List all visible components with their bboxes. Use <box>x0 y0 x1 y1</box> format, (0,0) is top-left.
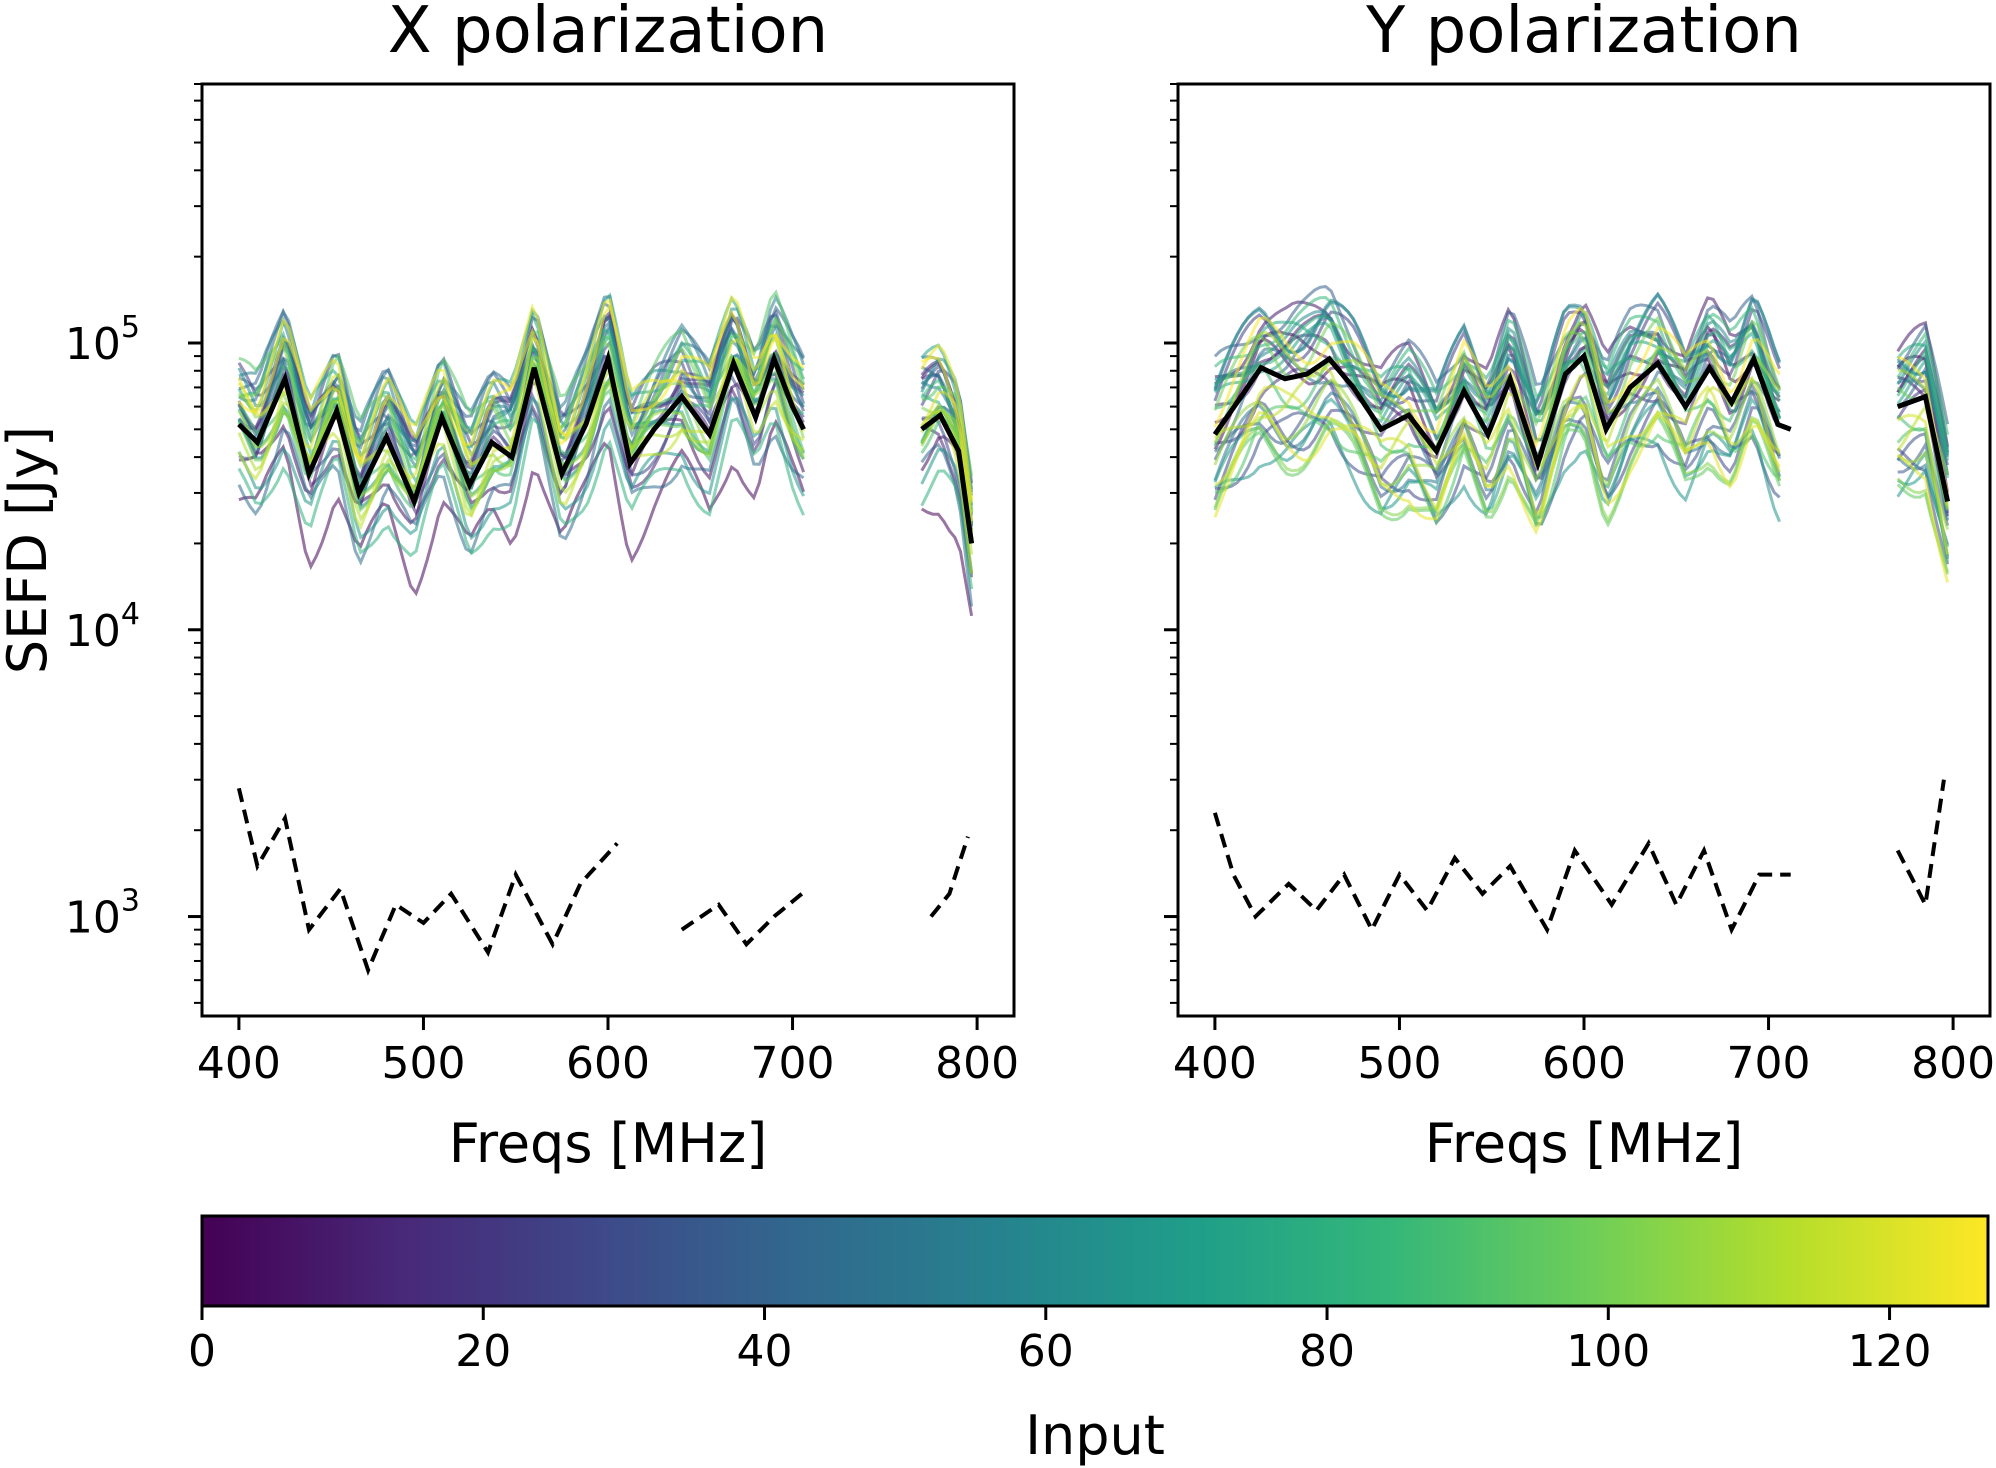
input-curve <box>920 469 974 590</box>
colorbar-gradient <box>200 1214 1990 1308</box>
summary-lines <box>1212 351 1951 935</box>
y-axis <box>1164 83 1178 1004</box>
input-curve <box>920 343 974 501</box>
colorbar-tick-label: 60 <box>1018 1326 1074 1377</box>
median-series-line <box>1212 351 1792 472</box>
dashed-series-line <box>1212 812 1791 935</box>
input-curve <box>1213 306 1781 449</box>
input-curve <box>237 395 805 541</box>
input-curve <box>1896 330 1950 435</box>
y-tick-label: 105 <box>65 310 140 370</box>
y-tick-label: 103 <box>65 884 140 944</box>
x-axis-label: Freqs [MHz] <box>449 1112 768 1175</box>
plot-frame <box>200 82 1016 1018</box>
y-tick-label: 104 <box>65 597 140 657</box>
panel-x-polarization: X polarization 400 500 600 700 800 103 104 105… <box>0 0 1019 1175</box>
x-tick-label: 400 <box>1173 1038 1257 1089</box>
colorbar-tick-label: 20 <box>455 1326 511 1377</box>
chart-title: Y polarization <box>1365 0 1802 68</box>
x-tick-label: 500 <box>381 1038 465 1089</box>
input-curve <box>237 294 805 466</box>
input-curve <box>1896 454 1950 583</box>
median-series-line <box>237 349 806 509</box>
y-axis: 103 104 105 <box>65 83 202 1004</box>
colorbar-tick-label: 80 <box>1299 1326 1355 1377</box>
chart-title: X polarization <box>388 0 828 68</box>
x-axis: 400 500 600 700 800 <box>197 1016 1019 1089</box>
x-tick-label: 700 <box>1727 1038 1811 1089</box>
input-curve <box>237 298 805 462</box>
x-tick-label: 700 <box>751 1038 835 1089</box>
dashed-series-line <box>680 892 804 948</box>
x-axis: 400 500 600 700 800 <box>1173 1016 1995 1089</box>
colorbar-tick-label: 100 <box>1566 1326 1650 1377</box>
input-curve <box>1897 441 1950 526</box>
colorbar-ticks: 0 20 40 60 80 100 120 <box>188 1306 1932 1377</box>
x-tick-label: 800 <box>935 1038 1019 1089</box>
x-tick-label: 400 <box>197 1038 281 1089</box>
summary-lines <box>236 349 975 976</box>
plot-frame <box>1176 82 1992 1018</box>
panel-y-polarization: Y polarization 400 500 600 700 800 Freqs [MH… <box>1164 0 1995 1175</box>
colorbar-label: Input <box>1025 1404 1165 1467</box>
median-series-line <box>920 411 975 544</box>
x-tick-label: 600 <box>1542 1038 1626 1089</box>
x-tick-label: 800 <box>1911 1038 1995 1089</box>
colorbar-tick-label: 0 <box>188 1326 216 1377</box>
input-curve <box>920 356 974 522</box>
input-curve <box>1213 413 1782 528</box>
dashed-series-line <box>929 835 970 918</box>
input-curve <box>1896 447 1950 565</box>
input-curve <box>1896 348 1950 454</box>
input-curves <box>1213 285 1950 583</box>
dashed-series-line <box>236 787 619 976</box>
y-axis-label: SEFD [Jy] <box>0 426 59 674</box>
x-axis-label: Freqs [MHz] <box>1425 1112 1744 1175</box>
dashed-series-line <box>1895 779 1946 912</box>
x-tick-label: 600 <box>566 1038 650 1089</box>
input-curve <box>1896 342 1950 479</box>
colorbar-tick-label: 120 <box>1848 1326 1932 1377</box>
colorbar-tick-label: 40 <box>737 1326 793 1377</box>
colorbar: 0 20 40 60 80 100 120 Input <box>188 1214 1990 1467</box>
input-curve <box>1213 403 1781 536</box>
input-curve <box>920 507 974 617</box>
input-curve <box>1896 413 1950 555</box>
input-curve <box>237 416 805 558</box>
input-curve <box>1214 373 1781 518</box>
x-tick-label: 500 <box>1357 1038 1441 1089</box>
input-curve <box>1896 322 1950 425</box>
median-series-line <box>1896 393 1951 503</box>
